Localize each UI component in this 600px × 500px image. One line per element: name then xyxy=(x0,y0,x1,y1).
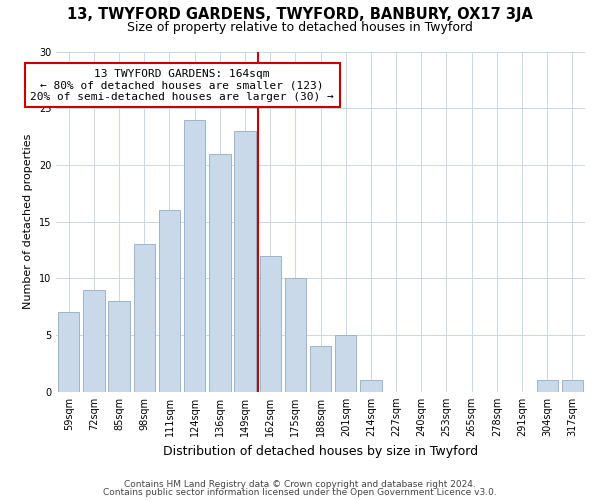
Bar xyxy=(209,154,230,392)
Bar xyxy=(184,120,205,392)
Text: 13 TWYFORD GARDENS: 164sqm
← 80% of detached houses are smaller (123)
20% of sem: 13 TWYFORD GARDENS: 164sqm ← 80% of deta… xyxy=(30,68,334,102)
Bar xyxy=(83,290,104,392)
Text: Size of property relative to detached houses in Twyford: Size of property relative to detached ho… xyxy=(127,21,473,34)
Text: Contains HM Land Registry data © Crown copyright and database right 2024.: Contains HM Land Registry data © Crown c… xyxy=(124,480,476,489)
Bar xyxy=(360,380,382,392)
Bar xyxy=(134,244,155,392)
Bar xyxy=(260,256,281,392)
Bar xyxy=(335,335,356,392)
Bar xyxy=(536,380,558,392)
Text: Contains public sector information licensed under the Open Government Licence v3: Contains public sector information licen… xyxy=(103,488,497,497)
Bar xyxy=(562,380,583,392)
Text: 13, TWYFORD GARDENS, TWYFORD, BANBURY, OX17 3JA: 13, TWYFORD GARDENS, TWYFORD, BANBURY, O… xyxy=(67,8,533,22)
Bar xyxy=(109,301,130,392)
Bar xyxy=(310,346,331,392)
Bar xyxy=(58,312,79,392)
X-axis label: Distribution of detached houses by size in Twyford: Distribution of detached houses by size … xyxy=(163,444,478,458)
Bar xyxy=(235,131,256,392)
Y-axis label: Number of detached properties: Number of detached properties xyxy=(23,134,33,310)
Bar xyxy=(159,210,180,392)
Bar xyxy=(284,278,306,392)
